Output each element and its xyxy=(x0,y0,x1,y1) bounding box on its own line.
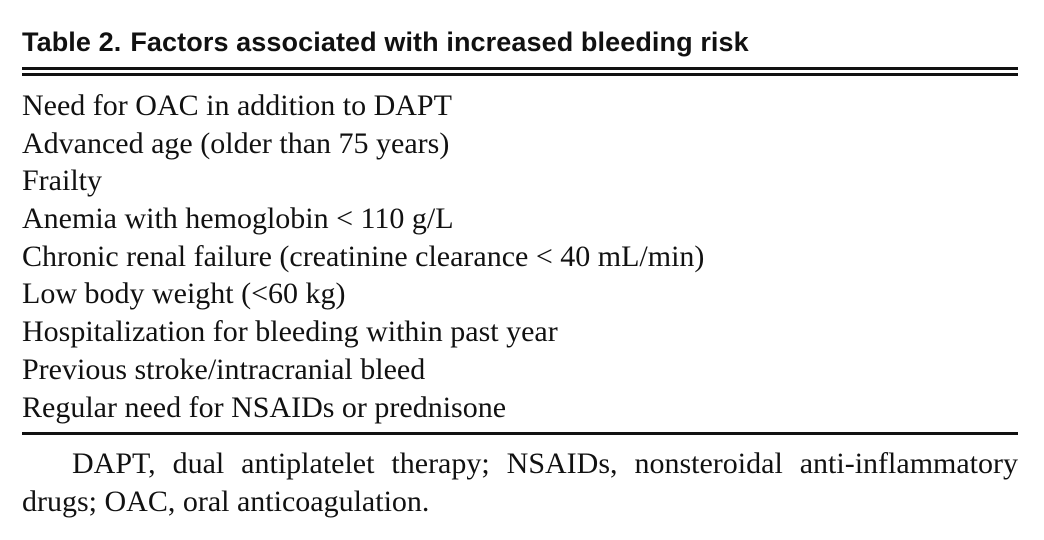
top-double-rule xyxy=(22,67,1018,76)
table-footnote: DAPT, dual antiplatelet therapy; NSAIDs,… xyxy=(22,447,1018,519)
table-row: Need for OAC in addition to DAPT xyxy=(22,89,452,122)
table-label: Table 2. xyxy=(22,27,122,57)
table-row: Anemia with hemoglobin < 110 g/L xyxy=(22,202,454,236)
table-row: Chronic renal failure (creatinine cleara… xyxy=(22,239,705,273)
table-row: Advanced age (older than 75 years) xyxy=(22,126,450,160)
table-title: Factors associated with increased bleedi… xyxy=(130,27,749,57)
table-container: Table 2. Factors associated with increase… xyxy=(22,24,1018,521)
table-row: Hospitalization for bleeding within past… xyxy=(22,315,558,349)
bottom-rule xyxy=(22,432,1018,436)
table-row: Frailty xyxy=(22,164,102,198)
table-body: Need for OAC in addition to DAPT Advance… xyxy=(22,87,1018,426)
table-row: Regular need for NSAIDs or prednisone xyxy=(22,390,507,424)
table-row: Low body weight (<60 kg) xyxy=(22,277,346,311)
table-row: Previous stroke/intracranial bleed xyxy=(22,352,426,386)
table-caption: Table 2. Factors associated with increase… xyxy=(22,24,1018,60)
